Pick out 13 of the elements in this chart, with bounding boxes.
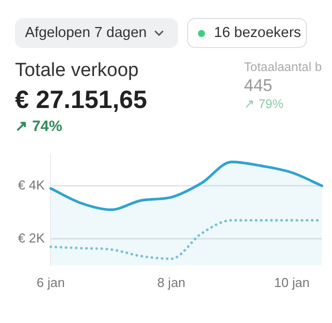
x-tick-label: 8 jan [157, 274, 186, 290]
text: 16 bezoekers [214, 25, 302, 41]
y-tick-label: € 2K [18, 230, 46, 246]
text: Afgelopen 7 dagen [25, 25, 147, 41]
chart-title: Totale verkoop [15, 60, 139, 82]
chart-subtitle: € 27.151,65 [15, 86, 148, 115]
text: ↗ 79% [244, 96, 284, 111]
text: ↗ 74% [15, 117, 62, 135]
y-tick-label: € 4K [18, 177, 46, 192]
text: 445 [244, 76, 272, 96]
text: Totaalaantal b [244, 60, 322, 74]
x-tick-label: 10 jan [274, 274, 310, 290]
x-tick-label: 6 jan [36, 274, 65, 290]
